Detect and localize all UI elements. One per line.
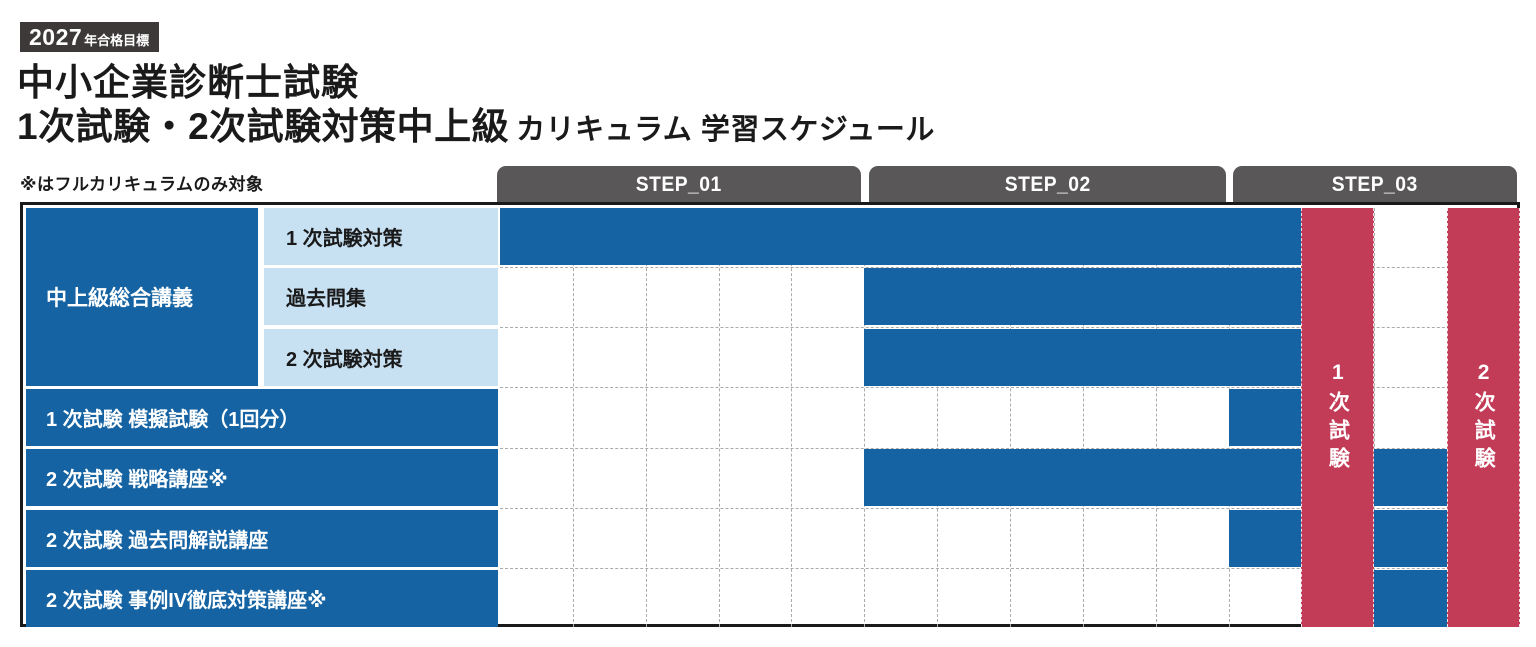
subtitle-main: 1次試験・2次試験対策中上級 [17,106,510,147]
exam-column: 1次試験 [1301,208,1375,627]
sub-row-label: 1 次試験対策 [264,208,498,265]
gridline-h [500,447,1520,449]
sub-row-label: 2 次試験対策 [264,328,498,386]
gridline-v [937,208,939,627]
target-year-badge: 2027 年合格目標 [20,22,160,52]
step-tab-01-label: STEP_01 [636,173,722,196]
schedule-bar [1374,449,1448,507]
chart-frame: 中上級総合講義 1 次試験対策 過去問集 2 次試験対策 1 次試験 模擬試験（1回分）… [20,202,1520,627]
sub-row-label: 過去問集 [264,268,498,326]
gridline-v [645,208,647,627]
schedule-bar [1374,569,1448,627]
page-title: 中小企業診断士試験 [17,62,359,103]
exam-column-label: 1次試験 [1326,360,1350,475]
exam-column-label: 2次試験 [1472,360,1496,475]
gridline-v [1010,208,1011,627]
group-cell: 中上級総合講義 [26,208,258,386]
gridline-v [1082,208,1084,627]
gridline-h [500,568,1520,570]
subtitle-sub: カリキュラム 学習スケジュール [516,114,935,146]
gridline-v [791,208,793,627]
gantt-grid: 中上級総合講義 1 次試験対策 過去問集 2 次試験対策 1 次試験 模擬試験（1回分）… [26,208,1520,627]
course-row-label: 2 次試験 過去問解説講座 [26,509,498,567]
gridline-v [1374,208,1376,627]
gridline-h [500,326,1520,328]
schedule-bar [1228,509,1302,567]
gridline-h [500,507,1520,509]
step-tab-03-label: STEP_03 [1332,173,1418,196]
target-year-suffix: 年合格目標 [84,33,150,48]
gridline-v [1155,208,1157,627]
step-tab-02: STEP_02 [869,166,1226,204]
gridline-v [718,208,720,627]
step-tab-03: STEP_03 [1233,166,1517,204]
course-row-label: 2 次試験 戦略講座※ [26,449,498,507]
gridline-h [500,266,1520,268]
course-row-label: 1 次試験 模擬試験（1回分） [26,388,498,446]
course-row-label: 2 次試験 事例IV徹底対策講座※ [26,569,498,627]
schedule-bar [500,208,1302,265]
exam-column: 2次試験 [1447,208,1520,627]
schedule-bar [864,328,1302,386]
step-tab-02-label: STEP_02 [1004,173,1091,196]
schedule-bar [864,449,1302,507]
schedule-bar [1228,388,1302,446]
page-subtitle: 1次試験・2次試験対策中上級 カリキュラム 学習スケジュール [17,96,935,150]
target-year: 2027 [29,24,83,50]
step-tab-01: STEP_01 [497,166,861,204]
gridline-v [864,208,866,627]
footnote-legend: ※はフルカリキュラムのみ対象 [20,175,264,194]
schedule-bar [864,268,1302,326]
gridline-v [572,208,574,627]
gridline-h [500,387,1520,389]
schedule-bar [1374,509,1448,567]
